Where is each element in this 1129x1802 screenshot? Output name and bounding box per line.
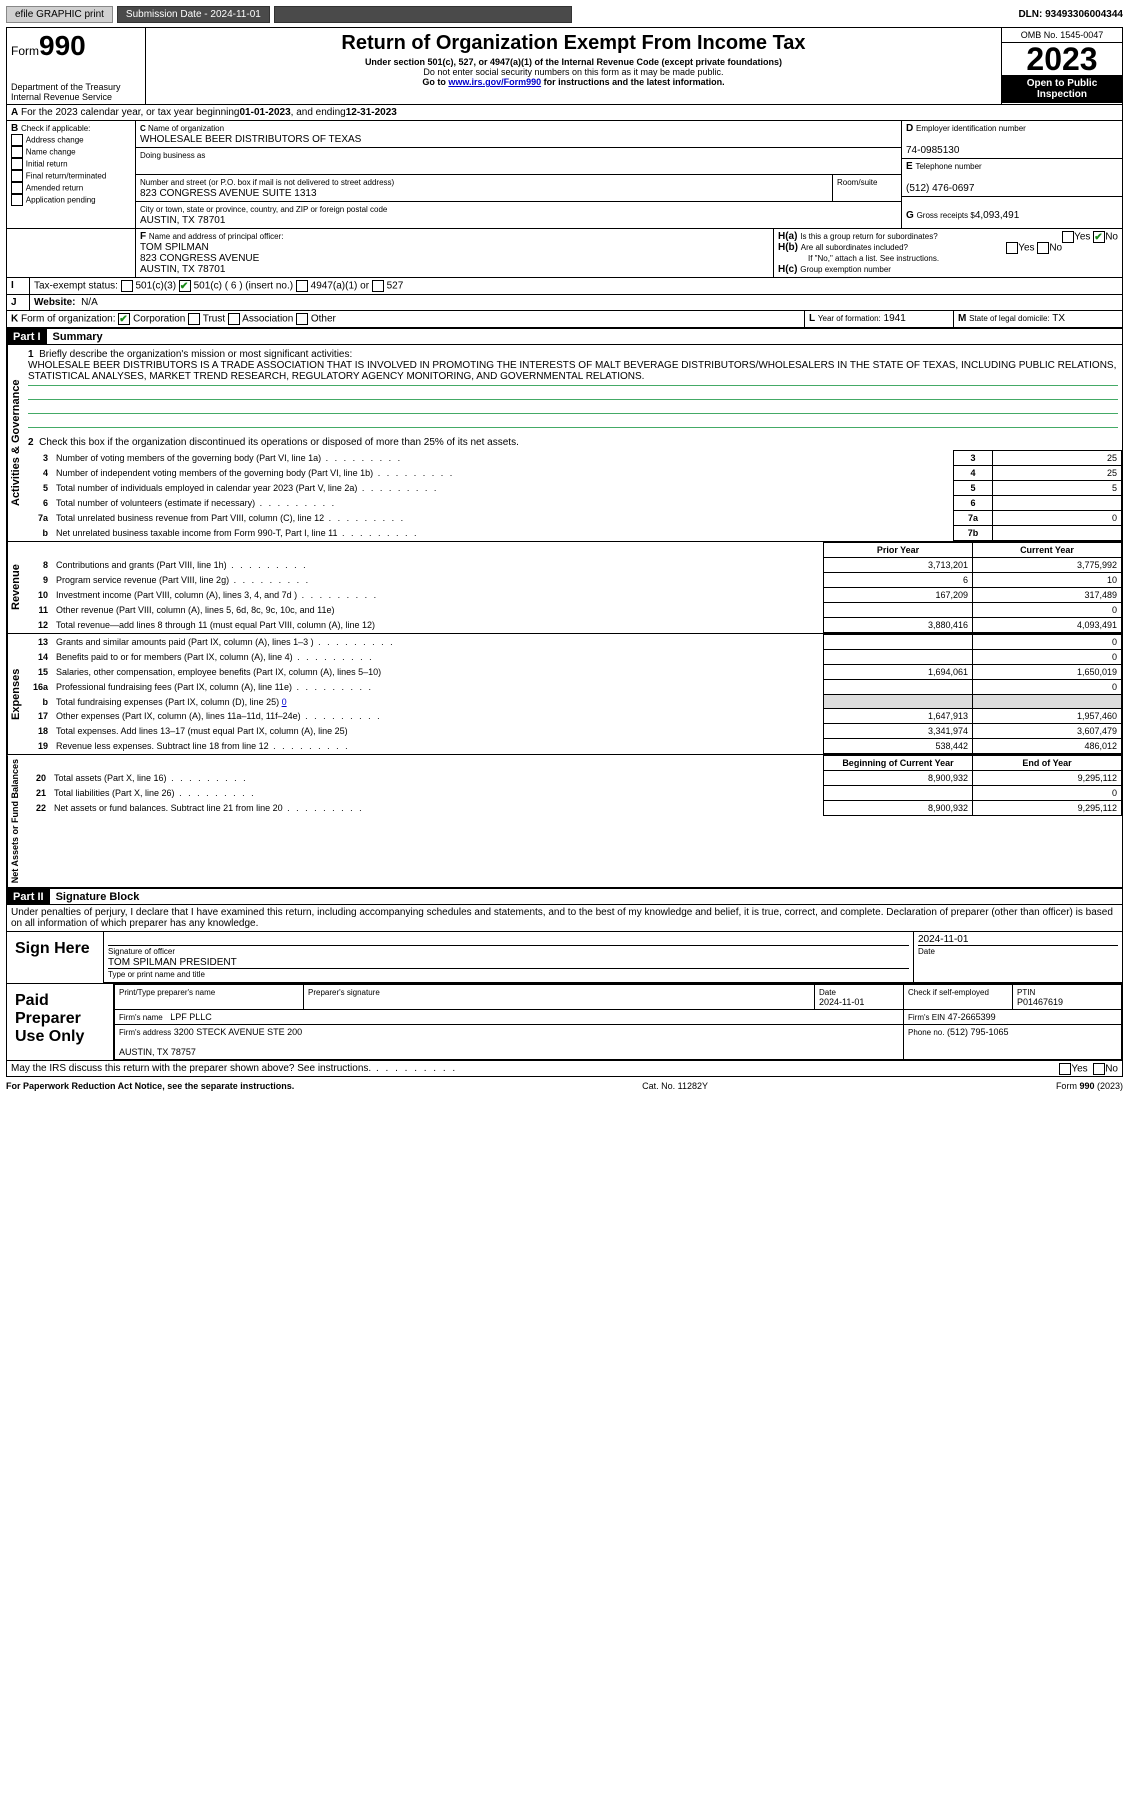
part1-revenue: Revenue Prior YearCurrent Year 8Contribu…	[6, 541, 1123, 634]
efile-btn[interactable]: efile GRAPHIC print	[6, 6, 113, 23]
dept: Department of the Treasury	[11, 82, 141, 92]
sections-bcdefg: B Check if applicable: Address change Na…	[6, 121, 1123, 229]
part2-header: Part II Signature Block	[6, 888, 1123, 905]
declaration: Under penalties of perjury, I declare th…	[6, 904, 1123, 932]
subdate-btn[interactable]: Submission Date - 2024-11-01	[117, 6, 270, 23]
officer-name: TOM SPILMAN	[140, 242, 209, 253]
section-a: A For the 2023 calendar year, or tax yea…	[6, 105, 1123, 121]
mission: WHOLESALE BEER DISTRIBUTORS IS A TRADE A…	[28, 360, 1116, 382]
footer: For Paperwork Reduction Act Notice, see …	[6, 1081, 1123, 1091]
ein: 74-0985130	[906, 145, 959, 156]
goto: Go to www.irs.gov/Form990 for instructio…	[154, 77, 993, 87]
goto-link[interactable]: www.irs.gov/Form990	[448, 77, 541, 87]
firm-name: LPF PLLC	[170, 1012, 212, 1022]
sections-fh: F Name and address of principal officer:…	[6, 229, 1123, 278]
subtitle: Under section 501(c), 527, or 4947(a)(1)…	[154, 57, 993, 67]
dln: DLN: 93493306004344	[1018, 9, 1123, 20]
part1-expenses: Expenses 13Grants and similar amounts pa…	[6, 633, 1123, 755]
website: N/A	[81, 297, 98, 308]
ssn-note: Do not enter social security numbers on …	[154, 67, 993, 77]
sign-here: Sign Here Signature of officerTOM SPILMA…	[6, 931, 1123, 984]
org-city: AUSTIN, TX 78701	[140, 215, 225, 226]
part1-header: Part I Summary	[6, 328, 1123, 345]
discuss: May the IRS discuss this return with the…	[6, 1060, 1123, 1077]
org-name: WHOLESALE BEER DISTRIBUTORS OF TEXAS	[140, 134, 361, 145]
section-j: J Website: N/A	[6, 295, 1123, 311]
paid-preparer: Paid Preparer Use Only Print/Type prepar…	[6, 983, 1123, 1061]
part1-netassets: Net Assets or Fund Balances Beginning of…	[6, 754, 1123, 888]
part1-governance: Activities & Governance 1 Briefly descri…	[6, 344, 1123, 542]
form-header: Form990 Department of the Treasury Inter…	[6, 27, 1123, 105]
firm-ein: 47-2665399	[948, 1012, 996, 1022]
phone: (512) 476-0697	[906, 183, 974, 194]
open-to-public: Open to Public Inspection	[1002, 75, 1122, 103]
form-number: Form990	[11, 30, 141, 62]
section-klm: K Form of organization: ✔ Corporation Tr…	[6, 311, 1123, 328]
tax-year: 2023	[1002, 43, 1122, 75]
ptin: P01467619	[1017, 997, 1063, 1007]
section-i: I Tax-exempt status: 501(c)(3) ✔ 501(c) …	[6, 278, 1123, 295]
officer-signature: TOM SPILMAN PRESIDENT	[108, 957, 237, 968]
org-address: 823 CONGRESS AVENUE SUITE 1313	[140, 188, 317, 199]
gross-receipts: 4,093,491	[975, 210, 1020, 221]
firm-phone: (512) 795-1065	[947, 1027, 1009, 1037]
blank-btn[interactable]	[274, 6, 572, 23]
form-title: Return of Organization Exempt From Incom…	[154, 32, 993, 55]
top-bar: efile GRAPHIC print Submission Date - 20…	[6, 6, 1123, 23]
irs: Internal Revenue Service	[11, 92, 141, 102]
